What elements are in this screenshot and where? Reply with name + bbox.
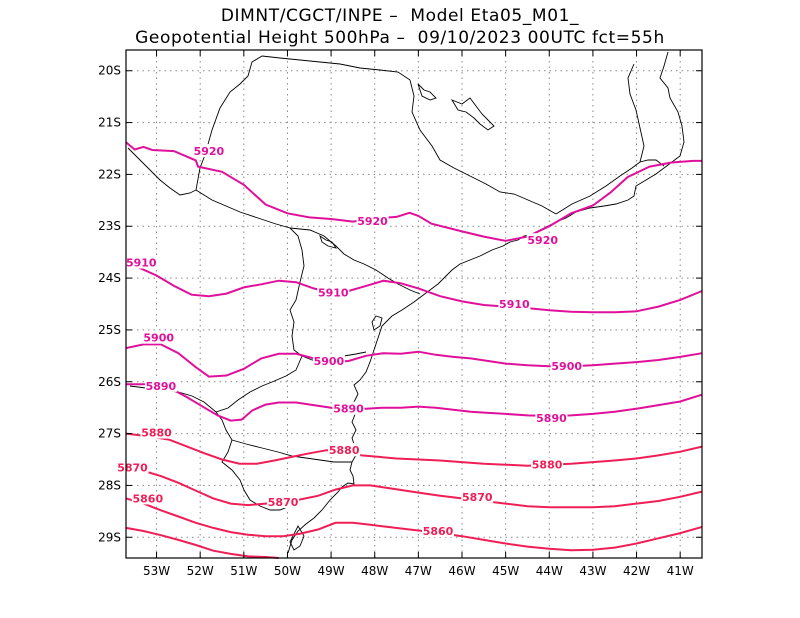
state-border-sc-rs <box>231 439 352 463</box>
contour-label-5860: 5860 <box>423 525 454 538</box>
y-tick-label: 25S <box>98 323 121 337</box>
contour-labels: 5920 5920 5920 5910 5910 5910 5900 5900 5900 5890… <box>116 144 583 538</box>
contour-label-5910: 5910 <box>499 298 530 311</box>
x-tick-label: 43W <box>579 564 606 578</box>
contour-5900 <box>125 343 703 378</box>
contour-label-5900: 5900 <box>143 332 174 345</box>
contour-5850 <box>125 526 279 559</box>
contour-label-bg <box>192 144 225 158</box>
x-tick-label: 44W <box>536 564 563 578</box>
contour-label-bg <box>535 411 568 425</box>
contour-label-bg <box>356 214 389 228</box>
contour-label-bg <box>332 401 365 415</box>
map-frame <box>125 49 703 559</box>
contour-label-bg <box>498 297 531 310</box>
border-parana <box>129 189 305 413</box>
y-axis: 20S 21S 22S 23S 24S 25S 26S 27S 28S 29S <box>98 64 702 544</box>
contour-5920 <box>125 141 702 242</box>
contour-label-5870: 5870 <box>117 461 148 474</box>
state-border-sp-pr <box>289 227 421 295</box>
island-florianopolis <box>371 315 383 331</box>
y-tick-label: 21S <box>98 116 121 130</box>
contour-5880 <box>125 432 703 467</box>
border-south <box>215 411 291 511</box>
contour-label-5890: 5890 <box>146 380 177 393</box>
x-tick-label: 48W <box>361 564 388 578</box>
reservoir-1 <box>450 97 495 131</box>
contour-label-5870: 5870 <box>462 491 493 504</box>
contour-label-5880: 5880 <box>329 444 360 457</box>
atlantic-coastline <box>287 51 685 554</box>
state-border-sp-mg <box>261 55 557 215</box>
x-tick-label: 50W <box>274 564 301 578</box>
y-tick-label: 29S <box>98 530 121 544</box>
contour-label-bg <box>550 359 583 373</box>
contour-label-5870: 5870 <box>268 496 299 509</box>
contour-label-bg <box>317 285 350 299</box>
coastline-and-borders <box>127 51 685 554</box>
contour-label-bg <box>422 524 454 538</box>
title-line-2: Geopotential Height 500hPa – 09/10/2023 … <box>135 28 665 48</box>
reservoir-2 <box>417 83 437 101</box>
contour-label-5920: 5920 <box>527 234 558 247</box>
contour-5860 <box>125 497 703 552</box>
contour-label-5890: 5890 <box>536 412 567 425</box>
contour-label-5880: 5880 <box>141 427 172 440</box>
x-tick-label: 42W <box>623 564 650 578</box>
contour-5870 <box>125 466 703 509</box>
contour-label-5910: 5910 <box>126 257 157 270</box>
x-tick-label: 51W <box>230 564 257 578</box>
y-tick-label: 28S <box>98 478 121 492</box>
state-border-mg-rj-es <box>555 63 665 215</box>
y-tick-label: 27S <box>98 427 121 441</box>
contour-label-bg <box>526 233 559 247</box>
x-tick-label: 52W <box>187 564 214 578</box>
y-tick-label: 24S <box>98 271 121 285</box>
contour-label-bg <box>328 443 361 457</box>
y-tick-label: 26S <box>98 375 121 389</box>
x-axis: 53W 52W 51W 50W 49W 48W 47W 46W 45W 44W 43W 42W 41W <box>143 50 694 578</box>
y-tick-label: 22S <box>98 167 121 181</box>
contour-label-bg <box>140 425 173 439</box>
contour-label-5900: 5900 <box>551 360 582 373</box>
contour-5910 <box>125 264 703 314</box>
contour-label-5900: 5900 <box>314 355 345 368</box>
x-tick-label: 46W <box>448 564 475 578</box>
contour-label-bg <box>267 495 300 509</box>
contour-label-bg <box>116 460 149 474</box>
contour-label-bg <box>312 354 345 368</box>
contour-label-bg <box>144 378 177 392</box>
contour-label-bg <box>142 330 175 344</box>
contour-label-5860: 5860 <box>133 492 164 505</box>
geopotential-contours <box>125 141 703 559</box>
grid-lines <box>126 50 702 558</box>
contour-label-5920: 5920 <box>357 215 388 228</box>
y-tick-label: 23S <box>98 219 121 233</box>
contour-label-5910: 5910 <box>318 287 349 300</box>
reservoir-3 <box>319 234 338 249</box>
x-tick-label: 45W <box>492 564 519 578</box>
x-tick-label: 49W <box>318 564 345 578</box>
contour-5890 <box>126 383 703 422</box>
lagoa-dos-patos <box>289 525 305 551</box>
x-tick-label: 53W <box>143 564 170 578</box>
x-tick-label: 41W <box>667 564 694 578</box>
contour-label-5880: 5880 <box>532 459 563 472</box>
y-tick-label: 20S <box>98 64 121 78</box>
contour-label-bg <box>131 491 164 505</box>
contour-label-bg <box>125 255 158 269</box>
contour-label-5890: 5890 <box>333 403 364 416</box>
title-line-1: DIMNT/CGCT/INPE – Model Eta05_M01_ <box>220 6 580 26</box>
x-tick-label: 47W <box>405 564 432 578</box>
contour-label-bg <box>531 457 564 471</box>
contour-label-bg <box>461 489 494 503</box>
contour-label-5920: 5920 <box>194 145 225 158</box>
